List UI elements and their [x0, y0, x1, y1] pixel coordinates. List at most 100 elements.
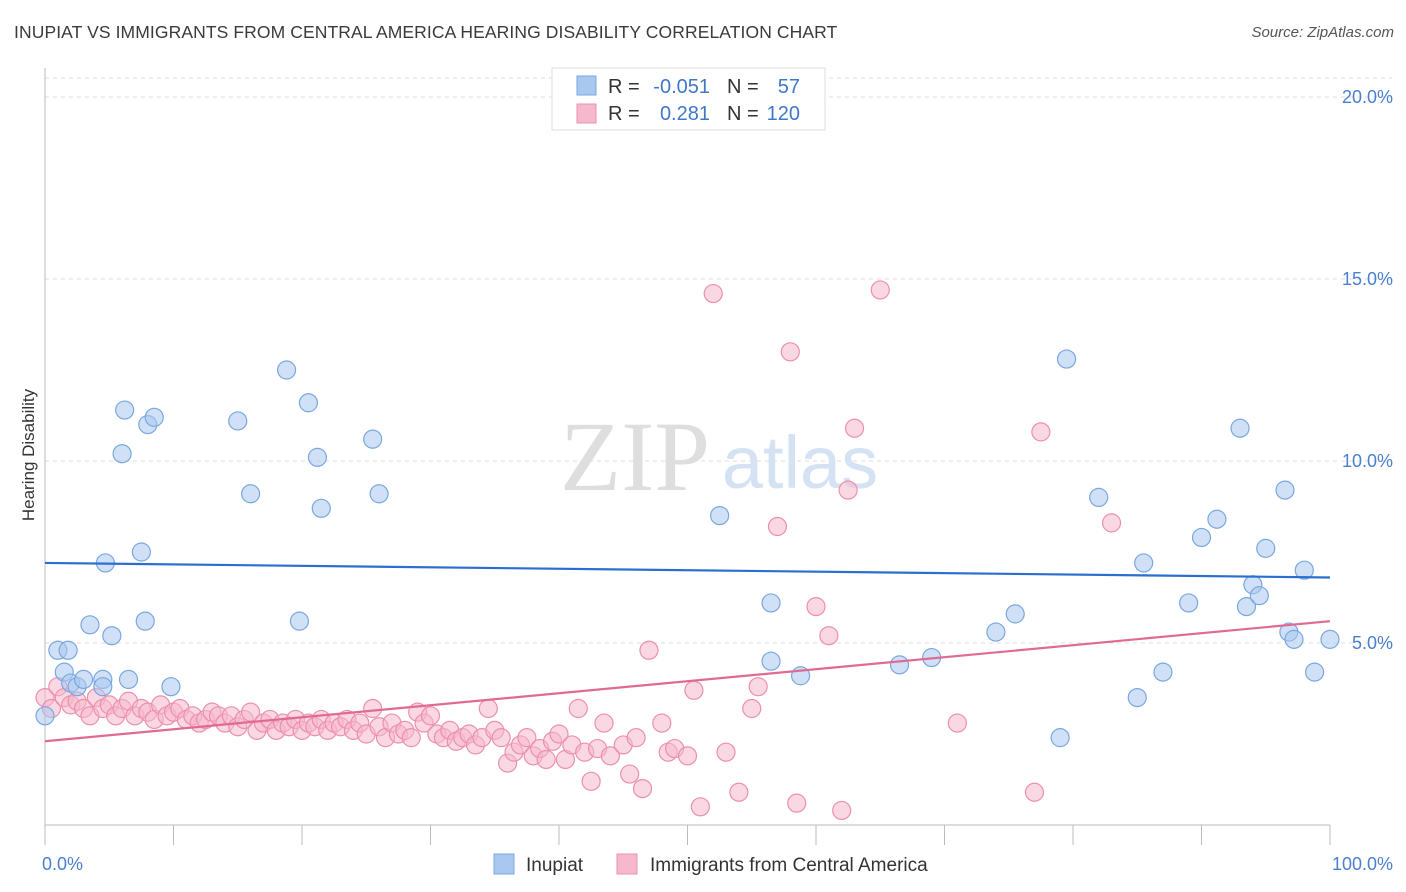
bottom-legend: Inupiat Immigrants from Central America — [493, 853, 928, 876]
inupiat-point-19 — [161, 677, 181, 697]
chart-title: INUPIAT VS IMMIGRANTS FROM CENTRAL AMERI… — [14, 22, 838, 42]
immigrants-point-103 — [742, 698, 762, 719]
inupiat-point-50 — [1249, 586, 1269, 606]
inupiat-point-11 — [102, 626, 122, 646]
inupiat-point-9 — [93, 677, 113, 697]
immigrants-point-83 — [568, 698, 588, 719]
inupiat-point-43 — [1153, 662, 1173, 682]
source-label: Source: ZipAtlas.com — [1251, 24, 1394, 41]
immigrants-point-116 — [1031, 422, 1051, 442]
legend-n-value-2: 120 — [767, 103, 800, 125]
inupiat-point-12 — [112, 444, 132, 464]
immigrants-point-105 — [767, 516, 788, 537]
inupiat-point-38 — [1050, 728, 1070, 748]
immigrants-point-106 — [780, 342, 800, 362]
inupiat-point-57 — [1320, 629, 1340, 649]
immigrants-point-94 — [652, 713, 672, 733]
inupiat-point-40 — [1089, 487, 1109, 507]
inupiat-point-22 — [276, 360, 297, 380]
immigrants-point-111 — [838, 480, 858, 500]
bottom-legend-label-immigrants: Immigrants from Central America — [650, 855, 928, 876]
immigrants-point-117 — [1101, 513, 1122, 533]
gridlines — [45, 77, 1392, 644]
inupiat-point-41 — [1127, 687, 1147, 708]
inupiat-point-47 — [1230, 418, 1250, 438]
inupiat-point-54 — [1284, 629, 1304, 649]
inupiat-point-52 — [1275, 480, 1295, 500]
y-tick-label-2: 15.0% — [1342, 269, 1393, 289]
immigrants-point-93 — [639, 640, 659, 660]
immigrants-point-100 — [703, 283, 723, 304]
immigrants-point-97 — [677, 746, 698, 766]
inupiat-point-55 — [1294, 560, 1314, 580]
inupiat-point-3 — [58, 640, 78, 660]
legend-n-label-2: N = — [727, 103, 759, 125]
immigrants-point-109 — [819, 626, 839, 646]
inupiat-point-37 — [1005, 604, 1025, 624]
inupiat-point-14 — [118, 669, 139, 690]
inupiat-point-6 — [73, 669, 94, 690]
inupiat-point-27 — [363, 429, 383, 449]
immigrants-point-60 — [420, 706, 441, 726]
trend-lines — [44, 561, 1331, 743]
immigrants-point-85 — [581, 771, 601, 791]
immigrants-point-69 — [478, 698, 498, 719]
immigrants-point-80 — [549, 724, 569, 744]
inupiat-point-48 — [1236, 596, 1257, 617]
inupiat-point-44 — [1179, 593, 1199, 613]
immigrants-point-114 — [947, 713, 967, 733]
bottom-legend-swatch-inupiat — [493, 853, 515, 875]
inupiat-point-0 — [35, 706, 55, 726]
inupiat-point-28 — [369, 484, 389, 504]
x-tick-label-0: 0.0% — [42, 854, 83, 874]
immigrants-point-88 — [600, 746, 621, 766]
inupiat-point-36 — [986, 622, 1006, 642]
legend-r-value-2: 0.281 — [660, 103, 710, 125]
y-tick-label-1: 10.0% — [1342, 451, 1393, 471]
immigrants-point-99 — [690, 797, 710, 817]
legend-r-label-1: R = — [608, 76, 640, 98]
immigrants-point-71 — [491, 728, 511, 748]
watermark-zip: ZIP — [560, 401, 710, 512]
top-legend-box — [551, 67, 826, 131]
y-tick-label-0: 5.0% — [1352, 633, 1393, 653]
legend-swatch-immigrants — [576, 103, 597, 124]
immigrants-point-91 — [626, 728, 646, 748]
inupiat-point-32 — [761, 651, 781, 671]
legend-r-value-1: -0.051 — [653, 76, 710, 98]
immigrants-point-51 — [363, 698, 383, 719]
bottom-legend-swatch-immigrants — [616, 853, 638, 875]
inupiat-point-46 — [1207, 509, 1227, 529]
x-tick-label-1: 100.0% — [1332, 854, 1393, 874]
inupiat-point-20 — [228, 411, 248, 431]
legend-swatch-inupiat — [576, 75, 597, 96]
inupiat-point-39 — [1056, 349, 1077, 369]
inupiat-point-45 — [1191, 527, 1212, 548]
x-tick-labels: 0.0% 100.0% — [42, 854, 1393, 874]
immigrants-point-57 — [401, 728, 421, 748]
immigrants-point-102 — [729, 782, 749, 802]
inupiat-point-23 — [289, 611, 310, 631]
y-tick-label-3: 20.0% — [1342, 87, 1393, 107]
immigrants-point-104 — [748, 677, 768, 697]
immigrants-trend-line — [44, 620, 1331, 743]
inupiat-point-31 — [761, 593, 781, 613]
inupiat-trend-line — [44, 561, 1331, 579]
immigrants-point-90 — [620, 764, 640, 784]
legend-n-value-1: 57 — [778, 76, 800, 98]
inupiat-point-24 — [298, 393, 319, 413]
inupiat-point-42 — [1134, 553, 1154, 573]
legend-n-label-1: N = — [727, 76, 759, 98]
immigrants-point-78 — [536, 749, 556, 770]
inupiat-point-13 — [115, 400, 135, 420]
inupiat-point-16 — [135, 611, 155, 631]
inupiat-point-7 — [80, 615, 100, 635]
immigrants-point-87 — [594, 713, 614, 733]
immigrants-point-101 — [716, 742, 736, 762]
immigrants-point-115 — [1024, 782, 1045, 802]
inupiat-point-30 — [710, 505, 730, 526]
inupiat-point-51 — [1256, 538, 1276, 558]
series-inupiat-points — [35, 101, 1340, 748]
series-immigrants-points — [35, 280, 1122, 821]
